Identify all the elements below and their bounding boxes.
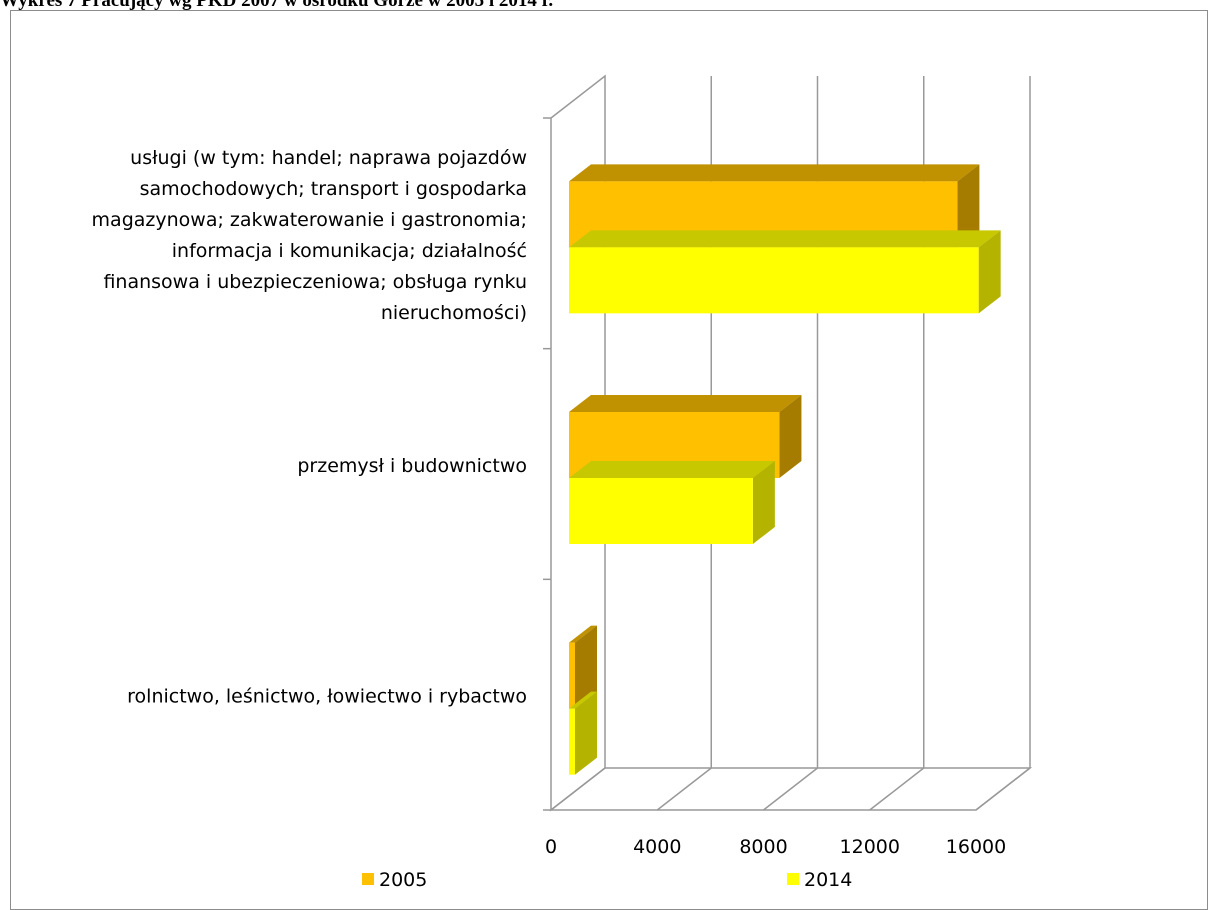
bar-top <box>569 691 597 709</box>
category-label-line: samochodowych; transport i gospodarka <box>140 178 527 200</box>
legend-label: 2014 <box>804 869 852 891</box>
floor-gridline-8000 <box>763 767 818 811</box>
x-tick-label: 0 <box>545 836 557 858</box>
figure-title: Wykres 7 Pracujący wg PKD 2007 w ośrodku… <box>0 0 554 11</box>
category-label-line: informacja i komunikacja; działalność <box>172 240 527 262</box>
bar-front <box>569 247 979 314</box>
legend-swatch <box>787 873 799 885</box>
category-labels: usługi (w tym: handel; naprawa pojazdów s… <box>92 147 527 708</box>
legend-swatch <box>362 873 374 885</box>
bar-side <box>575 691 597 775</box>
floor-gridline-12000 <box>869 767 925 811</box>
category-label-line: usługi (w tym: handel; naprawa pojazdów <box>130 147 527 169</box>
bar <box>569 230 1001 314</box>
legend: 2005 2014 <box>362 869 852 891</box>
bar-side <box>957 164 980 248</box>
bar <box>569 625 597 709</box>
category-label: rolnictwo, leśnictwo, łowiectwo i rybact… <box>127 686 527 708</box>
bar-side <box>752 461 775 544</box>
bar-top <box>569 230 1001 248</box>
bar-top <box>569 461 775 478</box>
bar-side <box>978 230 1001 314</box>
bar-side <box>779 395 802 478</box>
category-label-line: finansowa i ubezpieczeniowa; obsługa ryn… <box>103 271 527 293</box>
tick-labels: 0 4000 8000 12000 16000 <box>545 836 1006 858</box>
category-label-line: rolnictwo, leśnictwo, łowiectwo i rybact… <box>127 686 527 708</box>
bar-top <box>569 625 597 643</box>
legend-label: 2005 <box>379 869 427 891</box>
floor-gridline-16000 <box>975 767 1031 811</box>
bar-top <box>569 395 802 412</box>
bar-side <box>575 625 597 709</box>
bar-front <box>569 642 575 709</box>
bar-front <box>569 478 753 544</box>
floor-gridline-4000 <box>656 767 712 811</box>
x-tick-label: 8000 <box>739 836 787 858</box>
bars <box>569 164 1001 775</box>
category-label: przemysł i budownictwo <box>297 455 527 477</box>
x-tick-label: 16000 <box>946 836 1006 858</box>
bar-top <box>569 164 980 182</box>
category-label-line: nieruchomości) <box>381 302 527 324</box>
bar-front <box>569 708 575 775</box>
x-tick-label: 4000 <box>633 836 681 858</box>
bar <box>569 461 775 544</box>
category-label: usługi (w tym: handel; naprawa pojazdów s… <box>92 147 527 324</box>
axes <box>543 117 551 811</box>
x-tick-label: 12000 <box>840 836 900 858</box>
category-label-line: przemysł i budownictwo <box>297 455 527 477</box>
category-label-line: magazynowa; zakwaterowanie i gastronomia… <box>92 209 527 231</box>
bar <box>569 691 597 775</box>
